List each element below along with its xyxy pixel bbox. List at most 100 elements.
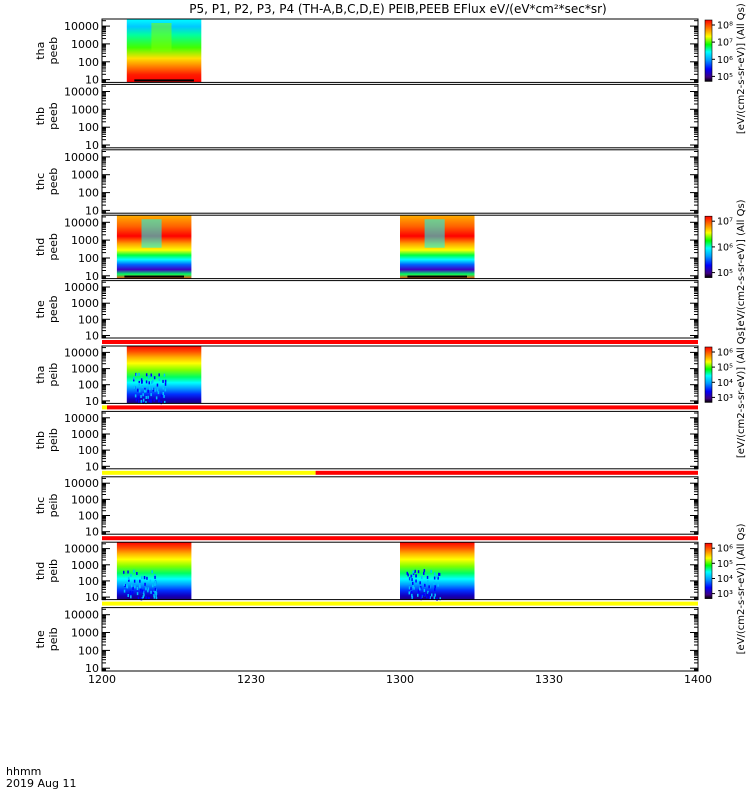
y-tick-label: 10: [85, 591, 99, 604]
x-axis-label-hhmm: hhmm: [6, 765, 41, 778]
y-tick-label: 1000: [71, 234, 99, 247]
y-tick-label: 10: [85, 460, 99, 473]
ion-speckle: [142, 400, 144, 404]
ion-speckle: [145, 389, 147, 393]
y-tick-label: 10: [85, 526, 99, 539]
ion-speckle: [132, 586, 134, 590]
ion-speckle: [411, 593, 413, 597]
panel-frame: [101, 280, 699, 339]
ion-speckle: [424, 593, 426, 597]
ion-speckle: [134, 585, 136, 589]
ion-speckle: [423, 569, 426, 573]
colorbar-tick-label: 10⁴: [717, 378, 733, 389]
ion-speckle: [164, 400, 166, 404]
colorbar-unit-label: [eV/(cm2-s-sr-eV)] (All Qs): [736, 3, 747, 134]
quality-flag-segment: [102, 601, 698, 606]
ion-speckle: [136, 592, 139, 596]
quality-flag-segment: [107, 405, 698, 410]
ion-speckle: [144, 389, 146, 393]
panel-thc-peeb: 10 100 1000 10000 thc peeb: [34, 149, 699, 217]
flux-dropout-feature: [151, 23, 172, 52]
colorbar: [704, 542, 713, 599]
ion-speckle: [154, 574, 156, 577]
ion-speckle: [156, 383, 159, 387]
ion-speckle: [138, 382, 140, 386]
ion-speckle: [162, 392, 164, 395]
panel-label-product: peib: [47, 494, 60, 518]
quality-flag-segment: [102, 536, 698, 541]
ion-speckle: [133, 378, 135, 382]
panel-frame: [101, 410, 699, 470]
ion-speckle: [131, 584, 133, 588]
ion-speckle: [147, 587, 150, 591]
ion-speckle: [423, 571, 425, 575]
y-tick-label: 1000: [71, 38, 99, 51]
ion-speckle: [433, 581, 435, 585]
ion-speckle: [427, 590, 429, 594]
ion-speckle: [430, 569, 432, 573]
panel-thb-peib: 10 100 1000 10000 thb peib: [34, 410, 699, 475]
ion-speckle: [135, 373, 138, 377]
ion-speckle: [149, 387, 151, 390]
plot-title: P5, P1, P2, P3, P4 (TH-A,B,C,D,E) PEIB,P…: [189, 2, 606, 16]
ion-speckle: [152, 591, 154, 595]
panel-label-product: peib: [47, 428, 60, 452]
ion-speckle: [164, 379, 167, 383]
ion-speckle: [418, 591, 420, 595]
panel-label-product: peib: [47, 363, 60, 387]
ion-speckle: [144, 582, 146, 586]
ion-speckle: [420, 594, 422, 598]
ion-speckle: [154, 388, 156, 392]
panel-label-product: peeb: [47, 168, 60, 196]
colorbar-tick-label: 10⁶: [717, 242, 733, 253]
ion-speckle: [162, 386, 164, 390]
ion-speckle: [140, 588, 142, 592]
ion-speckle: [154, 575, 156, 579]
ion-speckle: [148, 381, 150, 385]
ion-speckle: [155, 396, 158, 400]
panel-label-product: peib: [47, 559, 60, 583]
ion-speckle: [133, 579, 136, 583]
x-tick-label: 1230: [237, 673, 265, 686]
ion-speckle: [127, 576, 130, 580]
y-tick-label: 10000: [64, 346, 99, 359]
ion-speckle: [420, 586, 422, 590]
ion-speckle: [142, 590, 145, 594]
ion-speckle: [145, 373, 148, 377]
ion-speckle: [153, 595, 156, 599]
colorbar-tick-label: 10⁴: [717, 574, 733, 585]
ion-speckle: [406, 571, 408, 575]
ion-speckle: [419, 581, 421, 585]
y-tick-label: 10000: [64, 20, 99, 33]
panel-the-peeb: 10 100 1000 10000 the peeb: [34, 280, 699, 344]
colorbar: [704, 346, 713, 403]
ion-speckle: [434, 572, 436, 576]
ion-speckle: [154, 583, 156, 586]
panel-label-probe: the: [34, 630, 47, 648]
y-tick-label: 10: [85, 662, 99, 675]
panel-label-probe: the: [34, 300, 47, 318]
ion-speckle: [150, 590, 152, 594]
colorbar-tick-label: 10⁵: [717, 363, 733, 374]
ion-speckle: [427, 580, 429, 584]
ion-speckle: [422, 593, 424, 597]
ion-speckle: [150, 398, 152, 402]
y-tick-label: 1000: [71, 493, 99, 506]
ion-speckle: [142, 398, 145, 402]
ion-speckle: [417, 589, 420, 593]
ion-speckle: [141, 385, 144, 388]
panel-label-product: peib: [47, 627, 60, 651]
x-tick-label: 1330: [535, 673, 563, 686]
ion-speckle: [136, 572, 138, 575]
panel-thb-peeb: 10 100 1000 10000 thb peeb: [34, 83, 699, 152]
ion-speckle: [138, 372, 140, 376]
ion-speckle: [433, 596, 436, 600]
ion-speckle: [437, 583, 439, 587]
y-tick-label: 100: [78, 252, 99, 265]
ion-speckle: [431, 593, 433, 597]
ion-speckle: [148, 375, 150, 379]
ion-speckle: [157, 391, 160, 395]
ion-speckle: [152, 584, 154, 588]
panel-label-probe: thb: [34, 431, 47, 449]
